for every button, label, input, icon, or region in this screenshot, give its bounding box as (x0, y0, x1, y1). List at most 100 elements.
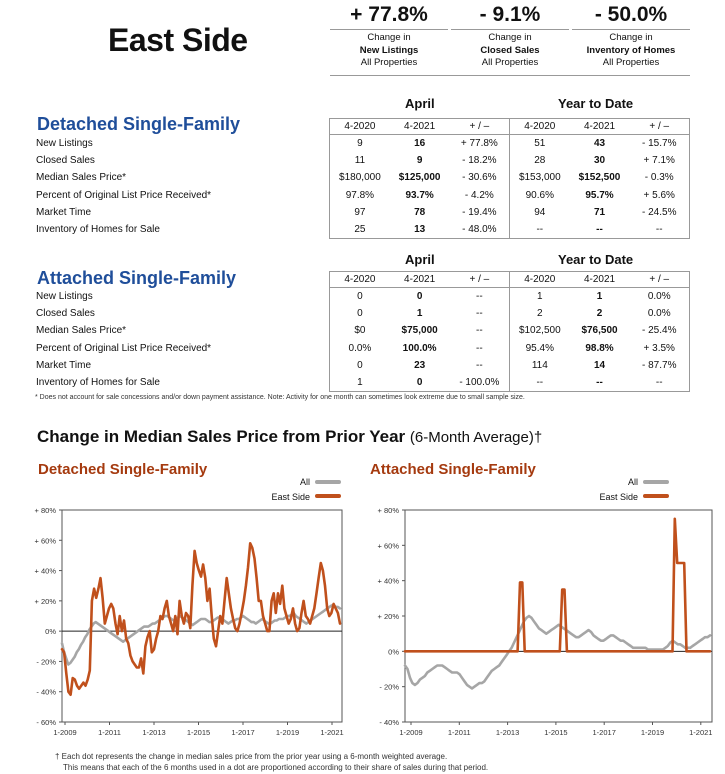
table-cell: 93.7% (405, 189, 434, 201)
chart-section-title-text: Change in Median Sales Price from Prior … (37, 427, 406, 446)
legend-all-label: All (299, 477, 310, 487)
chart-title-attached: Attached Single-Family (370, 461, 536, 478)
table-cell: 0 (389, 373, 450, 392)
table-row: Percent of Original List Price Received*… (34, 339, 690, 357)
table-cell: 14 (593, 359, 606, 371)
column-header: 4-2020 (329, 118, 390, 135)
y-tick-label: + 80% (35, 506, 57, 515)
x-tick-label: 1-2019 (641, 728, 664, 737)
table-cell: - 4.2% (464, 189, 494, 201)
y-tick-label: - 20% (36, 657, 56, 666)
bottom-note-line1: † Each dot represents the change in medi… (55, 752, 448, 761)
table-row: Inventory of Homes for Sale 1 0- 100.0% -- -… (34, 373, 690, 392)
column-header: 4-2020 (329, 271, 390, 288)
table-row: Percent of Original List Price Received*… (34, 186, 690, 204)
header-blank (34, 119, 330, 135)
y-tick-label: + 60% (35, 536, 57, 545)
table-cell: 0 (416, 290, 423, 302)
row-label: Inventory of Homes for Sale (36, 377, 160, 389)
table-cell: $102,500 (509, 322, 570, 340)
table-cell: 1 (596, 290, 603, 302)
ytd-header: Year to Date (558, 96, 634, 111)
row-label: New Listings (36, 290, 93, 302)
table-cell: 0 (329, 356, 390, 374)
series-line-east-side (403, 517, 712, 653)
y-tick-label: - 60% (36, 718, 56, 727)
kpi-closed-sales: - 9.1% Change in Closed Sales All Proper… (451, 0, 569, 70)
table-cell: 94 (509, 203, 570, 221)
table-cell: 2 (509, 304, 570, 323)
y-tick-label: 0% (45, 627, 56, 636)
x-tick-label: 1-2011 (98, 728, 121, 737)
plot-frame (61, 509, 343, 723)
y-tick-label: - 40% (36, 688, 56, 697)
table-row: New Listings 0 0 -- 1 1 0.0% (34, 287, 690, 305)
column-header: + / – (449, 271, 510, 288)
row-label: Median Sales Price* (36, 172, 127, 184)
table-cell: 2 (596, 307, 603, 319)
y-tick-label: 0% (388, 647, 399, 656)
table-cell: - 87.7% (629, 356, 690, 374)
x-tick-label: 1-2013 (142, 728, 165, 737)
kpi-value: - 9.1% (451, 0, 569, 30)
table-cell: 78 (414, 206, 426, 218)
kpi-line3: All Properties (602, 57, 660, 68)
table-cell: 43 (593, 137, 606, 149)
table-row: Median Sales Price* $0 $75,000 -- $102,500 $7… (34, 322, 690, 340)
y-tick-label: + 40% (35, 567, 57, 576)
row-label: Median Sales Price* (36, 325, 127, 337)
kpi-value: - 50.0% (572, 0, 690, 30)
legend-all-swatch (315, 480, 341, 484)
table-cell: $152,500 (578, 172, 621, 184)
table-cell: $75,000 (401, 325, 438, 337)
table-row: Closed Sales 0 1 -- 2 2 0.0% (34, 304, 690, 323)
table-cell: 95.7% (585, 189, 614, 201)
table-cell: -- (476, 290, 483, 302)
table-cell: $125,000 (398, 172, 441, 184)
kpi-value: + 77.8% (330, 0, 448, 30)
x-tick-label: 1-2013 (496, 728, 519, 737)
legend-east-label: East Side (271, 492, 310, 502)
table-cell: 97.8% (329, 186, 390, 204)
kpi-panel: + 77.8% Change in New Listings All Prope… (330, 0, 690, 76)
table-cell: 0.0% (629, 287, 690, 305)
table-cell: -- (509, 220, 570, 239)
detached-section-title: Detached Single-Family (37, 114, 241, 134)
table-cell: - 48.0% (449, 220, 510, 239)
kpi-line1: Change in (609, 32, 653, 43)
column-header: 4-2021 (569, 118, 630, 135)
chart-title-detached: Detached Single-Family (38, 461, 208, 478)
table-cell: $0 (329, 322, 390, 340)
table-cell: -- (476, 307, 483, 319)
table-cell: 90.6% (509, 186, 570, 204)
table-cell: - 15.7% (629, 134, 690, 152)
table-cell: $76,500 (581, 325, 618, 337)
chart-attached: + 80% + 60% + 40% + 20% 0% - 20% - 40%1-2009 1-… (378, 506, 713, 737)
kpi-line3: All Properties (481, 57, 539, 68)
table-cell: - 19.4% (462, 206, 497, 218)
plot-frame (404, 509, 713, 723)
table-cell: 0 (329, 287, 390, 305)
series-line-east-side (60, 541, 342, 696)
kpi-line2: Inventory of Homes (586, 44, 676, 56)
column-header: + / – (449, 118, 510, 135)
footnote: * Does not account for sale concessions … (35, 394, 525, 401)
table-cell: 9 (329, 134, 390, 152)
legend-all-swatch (643, 480, 669, 484)
table-cell: 25 (329, 220, 390, 239)
kpi-line3: All Properties (360, 57, 418, 68)
row-label: Percent of Original List Price Received* (36, 189, 212, 201)
table-row: Closed Sales 11 9 - 18.2% 28 30 + 7.1% (34, 151, 690, 170)
table-cell: 0.0% (329, 339, 390, 357)
kpi-new-listings: + 77.8% Change in New Listings All Prope… (330, 0, 448, 70)
table-cell: 95.4% (509, 339, 570, 357)
table-cell: -- (476, 342, 483, 354)
x-tick-label: 1-2011 (448, 728, 471, 737)
chart-section-subtitle: (6-Month Average)† (409, 429, 543, 446)
table-cell: + 7.1% (629, 151, 690, 170)
table-cell: -- (476, 325, 483, 337)
row-label: Percent of Original List Price Received* (36, 342, 212, 354)
x-tick-label: 1-2015 (544, 728, 567, 737)
column-header: 4-2021 (389, 271, 450, 288)
y-tick-label: + 80% (378, 506, 400, 515)
